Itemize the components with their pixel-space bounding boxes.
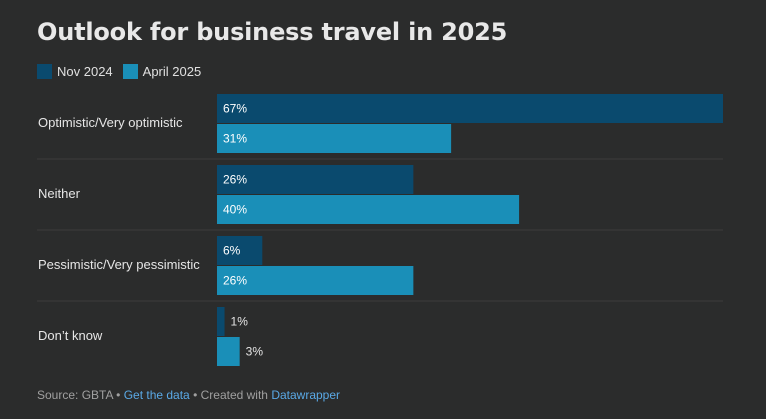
get-the-data-link[interactable]: Get the data [123,388,190,402]
bar-april-2025-don-t-know [217,337,240,366]
category-label-pessimistic-very-pessimistic: Pessimistic/Very pessimistic [38,257,200,272]
legend-label-nov-2024: Nov 2024 [57,64,113,79]
category-label-optimistic-very-optimistic: Optimistic/Very optimistic [38,115,183,130]
chart-title: Outlook for business travel in 2025 [37,18,508,46]
datawrapper-link[interactable]: Datawrapper [271,388,341,402]
category-label-neither: Neither [38,186,81,201]
value-label-april-2025-neither: 40% [223,203,247,217]
bar-nov-2024-neither [217,165,414,194]
value-label-nov-2024-don-t-know: 1% [231,315,249,329]
footer: Source: GBTA • Get the data • Created wi… [37,388,340,402]
category-label-don-t-know: Don’t know [38,328,103,343]
bar-april-2025-optimistic-very-optimistic [217,124,452,153]
bar-nov-2024-don-t-know [217,307,225,336]
bar-april-2025-neither [217,195,520,224]
footer-created-with: • Created with [189,388,272,402]
legend-swatch-nov-2024 [37,64,52,79]
value-label-nov-2024-optimistic-very-optimistic: 67% [223,102,247,116]
bar-nov-2024-optimistic-very-optimistic [217,94,723,123]
bar-nov-2024-pessimistic-very-pessimistic [217,236,263,265]
bar-april-2025-pessimistic-very-pessimistic [217,266,414,295]
legend-item-april-2025: April 2025 [122,64,202,79]
value-label-april-2025-pessimistic-very-pessimistic: 26% [223,274,247,288]
value-label-april-2025-don-t-know: 3% [246,345,264,359]
footer-source: Source: GBTA [37,388,113,402]
value-label-april-2025-optimistic-very-optimistic: 31% [223,132,247,146]
legend-item-nov-2024: Nov 2024 [37,64,113,79]
value-label-nov-2024-neither: 26% [223,173,247,187]
footer-separator: • [112,388,124,402]
value-label-nov-2024-pessimistic-very-pessimistic: 6% [223,244,241,258]
legend-label-april-2025: April 2025 [142,64,202,79]
legend: Nov 2024 April 2025 [37,64,211,79]
legend-swatch-april-2025 [122,64,138,79]
